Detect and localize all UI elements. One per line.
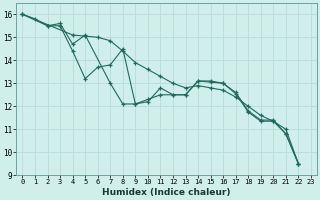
- X-axis label: Humidex (Indice chaleur): Humidex (Indice chaleur): [102, 188, 231, 197]
